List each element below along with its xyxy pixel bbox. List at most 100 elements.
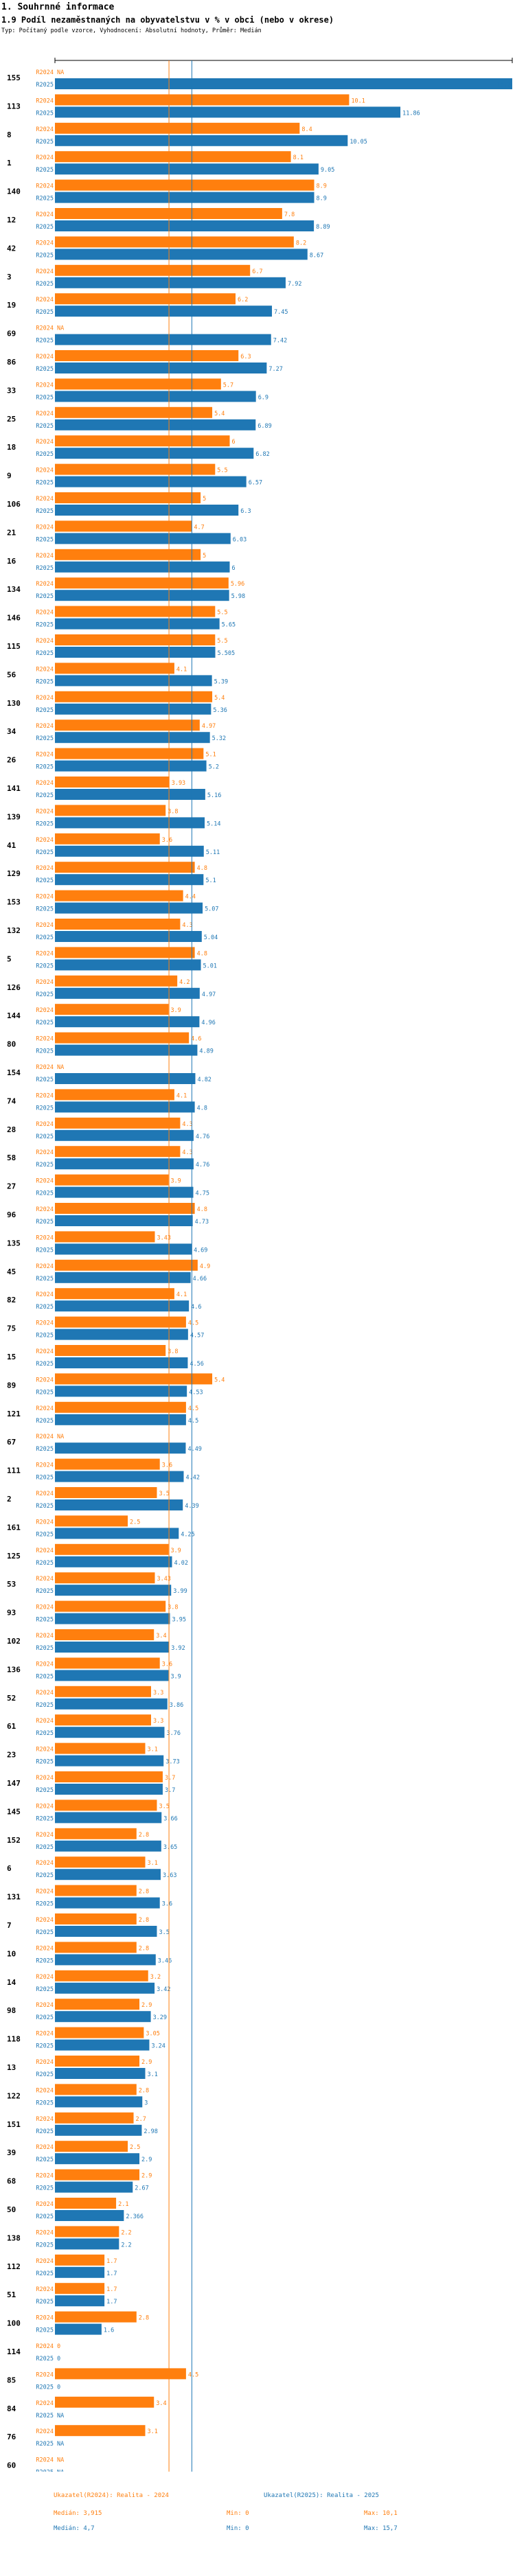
group-label: 25: [7, 415, 16, 424]
value-label-r2024: 4.6: [191, 1036, 201, 1043]
series-label-r2025: R2025: [36, 423, 54, 430]
bar-r2024: [55, 122, 300, 134]
series-label-r2025: R2025: [36, 622, 54, 629]
legend-r2025-max: Max: 15,7: [364, 2525, 398, 2532]
group-label: 136: [7, 1665, 21, 1674]
value-label-r2024: 4.97: [202, 723, 216, 730]
value-label-r2025: 7.45: [274, 309, 288, 316]
bar-r2025: [55, 1129, 194, 1141]
group-label: 147: [7, 1779, 21, 1788]
value-label-r2025: 0: [57, 2356, 60, 2362]
group-label: 60: [7, 2461, 16, 2470]
series-label-r2024: R2024: [36, 1149, 54, 1156]
group-label: 129: [7, 869, 21, 878]
value-label-r2024: 8.9: [317, 183, 327, 190]
group-label: 85: [7, 2376, 16, 2384]
value-label-r2025: 5.98: [231, 593, 245, 600]
value-label-r2024: 3.5: [159, 1803, 169, 1810]
group-label: 114: [7, 2347, 21, 2356]
series-label-r2025: R2025: [36, 820, 54, 827]
value-label-r2024: 2.2: [121, 2229, 131, 2236]
series-label-r2025: R2025: [36, 2384, 54, 2391]
value-label-r2024: 5.1: [205, 752, 216, 759]
group-label: 69: [7, 330, 16, 338]
group-label: 39: [7, 2148, 16, 2157]
group-label: 61: [7, 1722, 16, 1731]
value-label-r2025: 7.92: [288, 281, 301, 288]
series-label-r2024: R2024: [36, 468, 54, 474]
value-label-r2025: 4.89: [199, 1048, 213, 1055]
bar-r2024: [55, 1913, 137, 1924]
group-label: 96: [7, 1210, 16, 1219]
group-label: 34: [7, 727, 16, 736]
series-label-r2025: R2025: [36, 1418, 54, 1425]
series-label-r2025: R2025: [36, 1333, 54, 1339]
series-label-r2025: R2025: [36, 2470, 54, 2472]
value-label-r2025: 5.11: [206, 849, 220, 856]
group-label: 106: [7, 500, 21, 509]
value-label-r2025: 8.89: [316, 224, 330, 231]
series-label-r2024: R2024: [36, 2371, 54, 2378]
bar-r2024: [55, 151, 291, 163]
bar-r2024: [55, 1117, 181, 1129]
value-label-r2025: NA: [57, 2470, 64, 2472]
bar-r2024: [55, 1999, 140, 2010]
bar-r2024: [55, 2283, 105, 2295]
value-label-r2025: 1.7: [106, 2270, 117, 2277]
series-label-r2025: R2025: [36, 139, 54, 146]
value-label-r2024: 5.96: [231, 581, 244, 588]
value-label-r2024: 5: [203, 553, 206, 560]
value-label-r2025: 4.5: [188, 1418, 198, 1425]
group-label: 100: [7, 2319, 21, 2328]
legend-r2024-min: Min: 0: [227, 2510, 249, 2517]
bar-r2024: [55, 862, 195, 873]
value-label-r2024: 1.7: [106, 2286, 117, 2293]
bar-r2025: [55, 106, 401, 118]
value-label-r2025: 6.89: [258, 423, 271, 430]
group-label: 144: [7, 1011, 21, 1020]
group-label: 16: [7, 557, 16, 566]
series-label-r2024: R2024: [36, 837, 54, 844]
value-label-r2024: NA: [57, 325, 64, 332]
bar-r2025: [55, 1016, 200, 1028]
group-label: 132: [7, 926, 21, 935]
value-label-r2024: 3.6: [162, 1462, 172, 1469]
series-label-r2024: R2024: [36, 69, 54, 76]
series-label-r2025: R2025: [36, 309, 54, 316]
series-label-r2024: R2024: [36, 1860, 54, 1867]
series-label-r2024: R2024: [36, 1832, 54, 1839]
series-label-r2024: R2024: [36, 1405, 54, 1412]
bar-r2024: [55, 2084, 137, 2095]
group-label: 7: [7, 1921, 12, 1930]
series-label-r2024: R2024: [36, 1690, 54, 1697]
series-label-r2024: R2024: [36, 2343, 54, 2350]
bar-r2025: [55, 192, 314, 203]
series-label-r2024: R2024: [36, 950, 54, 957]
series-label-r2025: R2025: [36, 1446, 54, 1453]
value-label-r2024: 4.3: [182, 1121, 192, 1128]
group-label: 130: [7, 699, 21, 708]
series-label-r2024: R2024: [36, 126, 54, 133]
series-label-r2024: R2024: [36, 1576, 54, 1583]
series-label-r2024: R2024: [36, 1291, 54, 1298]
value-label-r2024: 2.8: [139, 1832, 149, 1839]
bar-r2025: [55, 2210, 124, 2221]
value-label-r2024: 4.5: [188, 2371, 198, 2378]
bar-r2024: [55, 748, 204, 759]
series-label-r2025: R2025: [36, 167, 54, 174]
value-label-r2024: 4.9: [200, 1263, 210, 1270]
value-label-r2025: 11.86: [402, 110, 420, 117]
series-label-r2025: R2025: [36, 338, 54, 345]
bar-r2024: [55, 1572, 155, 1584]
group-label: 76: [7, 2433, 16, 2441]
group-label: 68: [7, 2177, 16, 2186]
bar-r2025: [55, 1329, 188, 1340]
series-label-r2025: R2025: [36, 252, 54, 259]
value-label-r2025: 3.99: [173, 1588, 187, 1595]
series-label-r2024: R2024: [36, 1945, 54, 1952]
value-label-r2025: 3.63: [163, 1872, 176, 1879]
value-label-r2024: 3.3: [153, 1690, 163, 1697]
bar-r2025: [55, 1926, 157, 1937]
value-label-r2025: 2.9: [141, 2157, 152, 2163]
series-label-r2024: R2024: [36, 1633, 54, 1640]
